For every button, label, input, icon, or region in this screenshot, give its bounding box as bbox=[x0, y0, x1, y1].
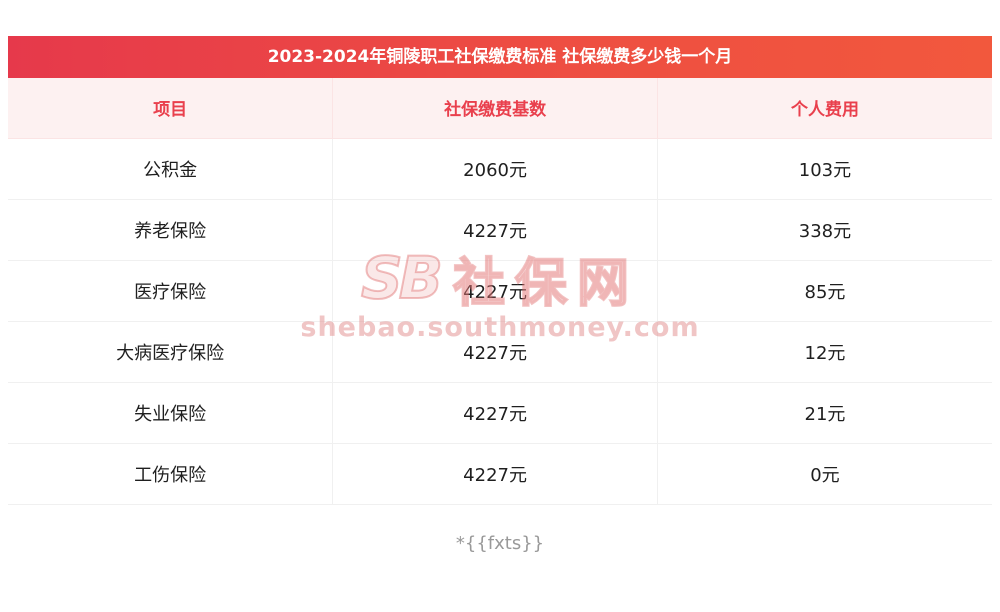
table-cell: 0元 bbox=[656, 442, 992, 505]
table-cell: 21元 bbox=[656, 381, 992, 444]
table-title: 2023-2024年铜陵职工社保缴费标准 社保缴费多少钱一个月 bbox=[8, 36, 992, 78]
table-cell: 338元 bbox=[656, 198, 992, 261]
table-cell: 85元 bbox=[656, 259, 992, 322]
table-cell: 4227元 bbox=[332, 259, 658, 322]
table-cell: 公积金 bbox=[8, 137, 334, 200]
table-cell: 医疗保险 bbox=[8, 259, 334, 322]
table-cell: 12元 bbox=[656, 320, 992, 383]
table-cell: 4227元 bbox=[332, 198, 658, 261]
column-header-personal: 个人费用 bbox=[656, 78, 992, 139]
table-row: 养老保险 4227元 338元 bbox=[8, 198, 992, 261]
table-cell: 大病医疗保险 bbox=[8, 320, 334, 383]
footer-note: *{{fxts}} bbox=[455, 533, 545, 554]
table-cell: 4227元 bbox=[332, 442, 658, 505]
table-header-row: 项目 社保缴费基数 个人费用 bbox=[8, 78, 992, 139]
table-cell: 失业保险 bbox=[8, 381, 334, 444]
column-header-project: 项目 bbox=[8, 78, 334, 139]
social-security-table: 项目 社保缴费基数 个人费用 公积金 2060元 103元 养老保险 4227元… bbox=[8, 78, 992, 505]
table-row: 失业保险 4227元 21元 bbox=[8, 381, 992, 444]
table-cell: 4227元 bbox=[332, 320, 658, 383]
table-cell: 工伤保险 bbox=[8, 442, 334, 505]
table-row: 公积金 2060元 103元 bbox=[8, 137, 992, 200]
table-cell: 4227元 bbox=[332, 381, 658, 444]
table-cell: 103元 bbox=[656, 137, 992, 200]
social-security-table-panel: 2023-2024年铜陵职工社保缴费标准 社保缴费多少钱一个月 项目 社保缴费基… bbox=[8, 36, 992, 505]
table-cell: 养老保险 bbox=[8, 198, 334, 261]
table-row: 工伤保险 4227元 0元 bbox=[8, 442, 992, 505]
table-row: 大病医疗保险 4227元 12元 bbox=[8, 320, 992, 383]
column-header-base: 社保缴费基数 bbox=[332, 78, 658, 139]
table-row: 医疗保险 4227元 85元 bbox=[8, 259, 992, 322]
table-cell: 2060元 bbox=[332, 137, 658, 200]
